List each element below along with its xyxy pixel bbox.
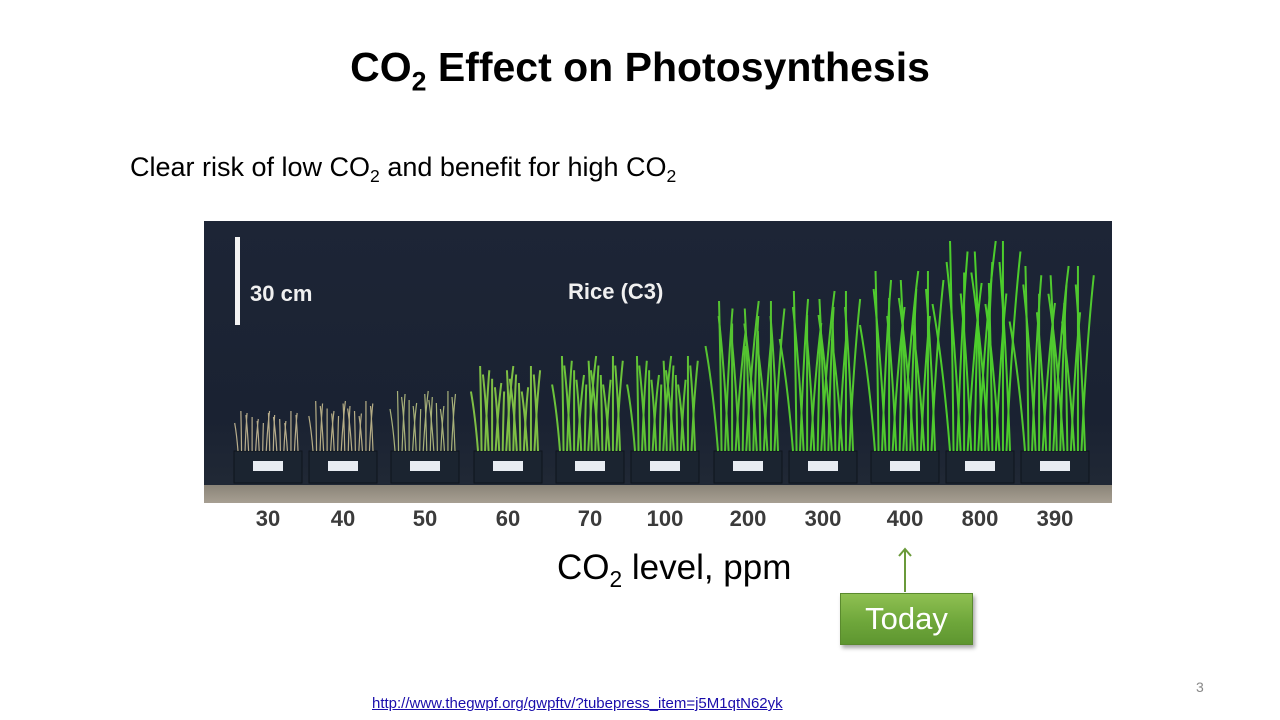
rice-plant xyxy=(389,390,457,452)
co2-tick-label: 800 xyxy=(961,506,999,531)
co2-tick-label: 400 xyxy=(886,506,924,531)
rice-plant xyxy=(859,270,945,452)
pot-tag xyxy=(410,461,440,471)
rice-plant xyxy=(931,240,1022,452)
co2-tick-label: 300 xyxy=(804,506,842,531)
rice-plant xyxy=(778,290,862,452)
pot-tag xyxy=(493,461,523,471)
rice-plant xyxy=(234,410,299,452)
co2-tick-label: 200 xyxy=(729,506,767,531)
source-link[interactable]: http://www.thegwpf.org/gwpftv/?tubepress… xyxy=(372,695,783,712)
page-number: 3 xyxy=(1196,679,1204,695)
today-callout: Today xyxy=(840,593,973,645)
photo-ground xyxy=(204,485,1112,503)
today-arrow-icon xyxy=(898,547,912,592)
co2-tick-label: 40 xyxy=(330,506,356,531)
co2-tick-label: 70 xyxy=(577,506,603,531)
co2-tick-label: 50 xyxy=(412,506,438,531)
scale-bar xyxy=(235,237,240,325)
plant-pot xyxy=(788,450,858,484)
pot-tag xyxy=(890,461,920,471)
rice-plant xyxy=(551,355,624,452)
co2-tick-label: 100 xyxy=(646,506,684,531)
rice-growth-photo: 30 cm Rice (C3) xyxy=(204,221,1112,503)
rice-plant xyxy=(1008,265,1095,452)
co2-tick-labels: 30 40 50 60 70 100 200 300 400 800 390 xyxy=(204,506,1112,540)
rice-plants-illustration xyxy=(233,240,1095,484)
rice-plant xyxy=(704,300,786,452)
pot-tag xyxy=(650,461,680,471)
pot-tag xyxy=(1040,461,1070,471)
slide-title: CO2 Effect on Photosynthesis xyxy=(350,44,930,97)
co2-tick-label: 390 xyxy=(1036,506,1074,531)
rice-plant xyxy=(626,355,699,452)
rice-plant xyxy=(469,365,542,452)
rice-plant xyxy=(308,400,374,452)
axis-label: CO2 level, ppm xyxy=(557,548,792,592)
pot-tag xyxy=(328,461,358,471)
pot-tag xyxy=(733,461,763,471)
scale-label: 30 cm xyxy=(250,281,313,306)
pot-tag xyxy=(575,461,605,471)
species-label: Rice (C3) xyxy=(568,279,664,304)
pot-tag xyxy=(808,461,838,471)
co2-tick-label: 60 xyxy=(495,506,521,531)
pot-tag xyxy=(253,461,283,471)
slide-subtitle: Clear risk of low CO2 and benefit for hi… xyxy=(130,152,677,187)
co2-tick-label: 30 xyxy=(255,506,281,531)
pot-tag xyxy=(965,461,995,471)
